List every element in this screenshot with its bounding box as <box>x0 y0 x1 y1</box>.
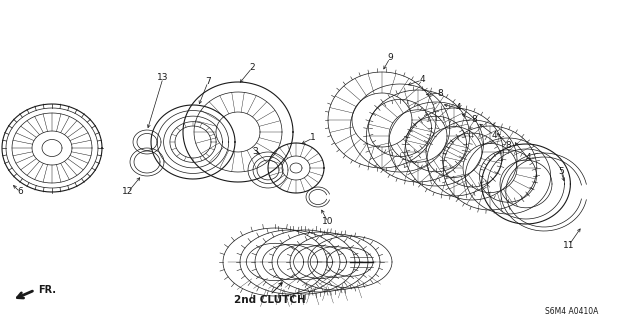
Text: 2nd CLUTCH: 2nd CLUTCH <box>234 295 306 305</box>
Text: 5: 5 <box>558 167 564 176</box>
Text: 6: 6 <box>17 188 23 197</box>
Text: 4: 4 <box>525 153 531 162</box>
Text: 4: 4 <box>419 76 425 85</box>
Text: 4: 4 <box>491 130 497 139</box>
Text: 13: 13 <box>157 73 169 83</box>
Text: FR.: FR. <box>38 285 56 295</box>
Text: 4: 4 <box>455 103 461 113</box>
Text: 9: 9 <box>387 54 393 63</box>
Text: 2: 2 <box>249 63 255 72</box>
Text: S6M4 A0410A: S6M4 A0410A <box>545 308 598 316</box>
Text: 3: 3 <box>252 147 258 157</box>
Text: 7: 7 <box>205 78 211 86</box>
Text: 8: 8 <box>471 115 477 124</box>
Text: 12: 12 <box>122 188 134 197</box>
Text: 10: 10 <box>323 218 333 226</box>
Text: 1: 1 <box>310 133 316 143</box>
Text: 8: 8 <box>505 140 511 150</box>
Text: 8: 8 <box>437 88 443 98</box>
Text: 11: 11 <box>563 241 575 249</box>
